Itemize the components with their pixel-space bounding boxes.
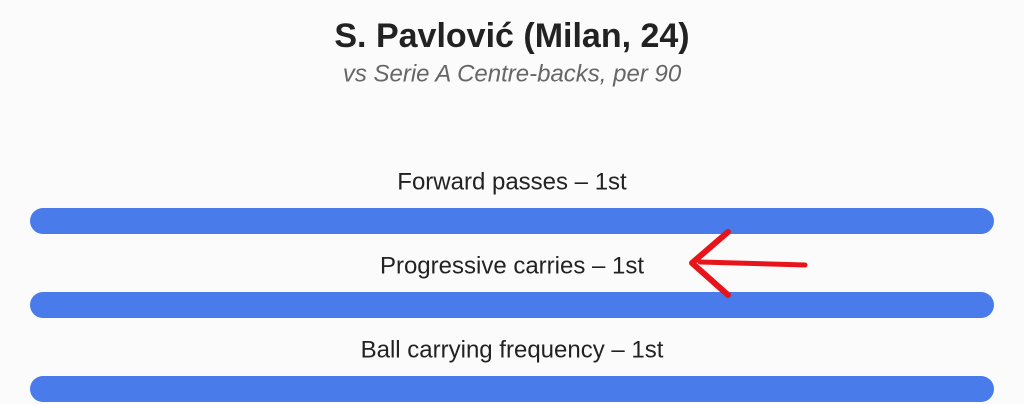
bar	[30, 292, 994, 318]
bar-label: Forward passes – 1st	[397, 168, 627, 195]
bar-label: Ball carrying frequency – 1st	[361, 336, 664, 363]
bar	[30, 376, 994, 402]
annotation-arrow	[689, 229, 808, 298]
bar-label: Progressive carries – 1st	[380, 252, 644, 279]
chart-subtitle: vs Serie A Centre-backs, per 90	[343, 60, 682, 87]
bar	[30, 208, 994, 234]
chart-title: S. Pavlović (Milan, 24)	[334, 17, 689, 55]
